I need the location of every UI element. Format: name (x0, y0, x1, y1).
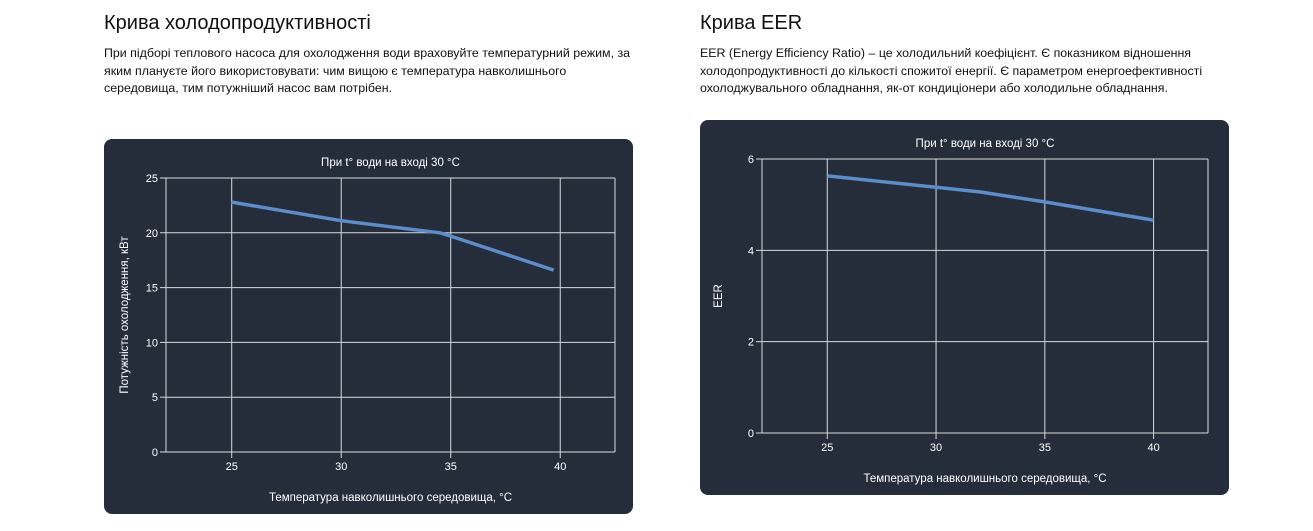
y-tick-label: 2 (748, 337, 754, 349)
y-tick-label: 0 (748, 428, 754, 440)
y-tick-label: 6 (748, 154, 754, 166)
y-tick-label: 0 (152, 447, 158, 459)
eer-section: Крива EER EER (Energy Efficiency Ratio) … (700, 11, 1230, 95)
x-axis-label: Температура навколишнього середовища, °C (863, 473, 1106, 485)
section-description-eer: EER (Energy Efficiency Ratio) – це холод… (700, 46, 1203, 95)
section-title-cooling-capacity: Крива холодопродуктивності (104, 12, 371, 34)
x-axis-label: Температура навколишнього середовища, °C (269, 492, 512, 504)
y-tick-label: 15 (146, 283, 158, 295)
y-axis-label: Потужність охолодження, кВт (119, 236, 131, 394)
section-title-eer: Крива EER (700, 12, 803, 34)
section-description-cooling-capacity: При підборі теплового насоса для охолодж… (104, 46, 631, 95)
x-tick-label: 40 (554, 461, 566, 473)
x-tick-label: 25 (226, 461, 238, 473)
y-tick-label: 4 (748, 245, 754, 257)
cooling-capacity-section: Крива холодопродуктивності При підборі т… (104, 11, 634, 95)
cooling-capacity-chart: 0 5 10 15 20 25 25 30 35 40 При t° води на вході 3… (119, 157, 616, 504)
x-tick-label: 40 (1147, 442, 1159, 454)
series-line-eer (827, 174, 1154, 222)
cooling-capacity-chart-card: 0 5 10 15 20 25 25 30 35 40 При t° води на вході 3… (104, 139, 633, 514)
chart-title: При t° води на вході 30 °C (321, 157, 460, 169)
chart-title: При t° води на вході 30 °C (916, 138, 1055, 150)
y-tick-label: 5 (152, 392, 158, 404)
series-line-cooling-capacity (231, 200, 555, 272)
x-tick-label: 25 (821, 442, 833, 454)
x-tick-label: 35 (1039, 442, 1051, 454)
y-tick-label: 25 (146, 173, 158, 185)
y-tick-label: 20 (146, 228, 158, 240)
eer-chart-card: 0 2 4 6 25 30 35 40 При t° води на вході 30 °C Те… (700, 120, 1229, 495)
y-axis-label: EER (713, 284, 725, 308)
x-tick-label: 30 (335, 461, 347, 473)
eer-chart: 0 2 4 6 25 30 35 40 При t° води на вході 30 °C Те… (713, 138, 1209, 485)
x-tick-label: 30 (930, 442, 942, 454)
y-tick-label: 10 (146, 337, 158, 349)
x-tick-label: 35 (445, 461, 457, 473)
